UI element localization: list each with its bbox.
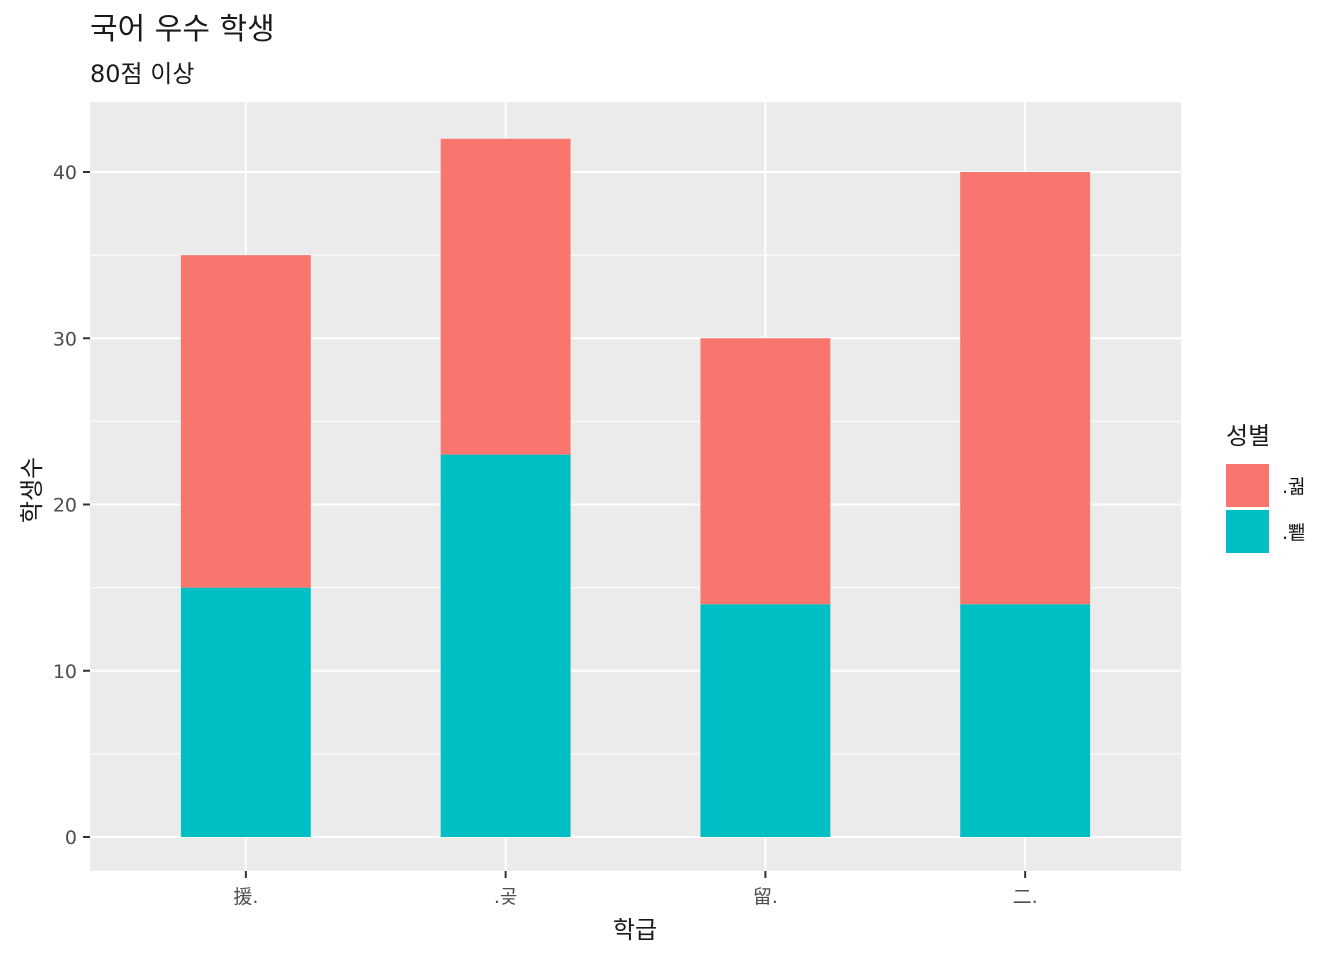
chart-subtitle: 80점 이상 — [90, 60, 194, 88]
y-tick-label: 10 — [53, 661, 77, 683]
bar-segment — [700, 604, 831, 837]
y-axis-title: 학생수 — [18, 457, 46, 523]
chart-title: 국어 우수 학생 — [90, 12, 275, 47]
legend-title: 성별 — [1226, 422, 1270, 450]
legend-label: .궒 — [1282, 476, 1306, 498]
bars — [180, 138, 1091, 837]
y-axis: 0 10 20 30 40 — [53, 162, 90, 849]
bar-segment — [440, 138, 571, 455]
x-tick-label: 二. — [1013, 886, 1038, 908]
bar-segment — [700, 338, 831, 605]
x-tick-label: 援. — [233, 886, 258, 908]
y-tick-label: 20 — [53, 495, 77, 517]
legend-key — [1226, 510, 1269, 553]
y-tick-label: 30 — [53, 328, 77, 350]
bar-segment — [180, 587, 311, 837]
x-tick-label: 留. — [753, 886, 778, 908]
x-axis: 援. .곶 留. 二. — [233, 871, 1038, 908]
legend: 성별 .궒 .뾑 — [1226, 422, 1306, 553]
bar-segment — [440, 454, 571, 837]
y-tick-label: 0 — [65, 827, 77, 849]
legend-label: .뾑 — [1282, 522, 1306, 544]
bar-segment — [180, 255, 311, 588]
legend-keys: .궒 .뾑 — [1226, 464, 1306, 553]
bar-segment — [960, 604, 1091, 837]
bar-segment — [960, 172, 1091, 605]
legend-key — [1226, 464, 1269, 507]
x-tick-label: .곶 — [494, 886, 518, 908]
y-tick-label: 40 — [53, 162, 77, 184]
x-axis-title: 학급 — [613, 916, 657, 944]
